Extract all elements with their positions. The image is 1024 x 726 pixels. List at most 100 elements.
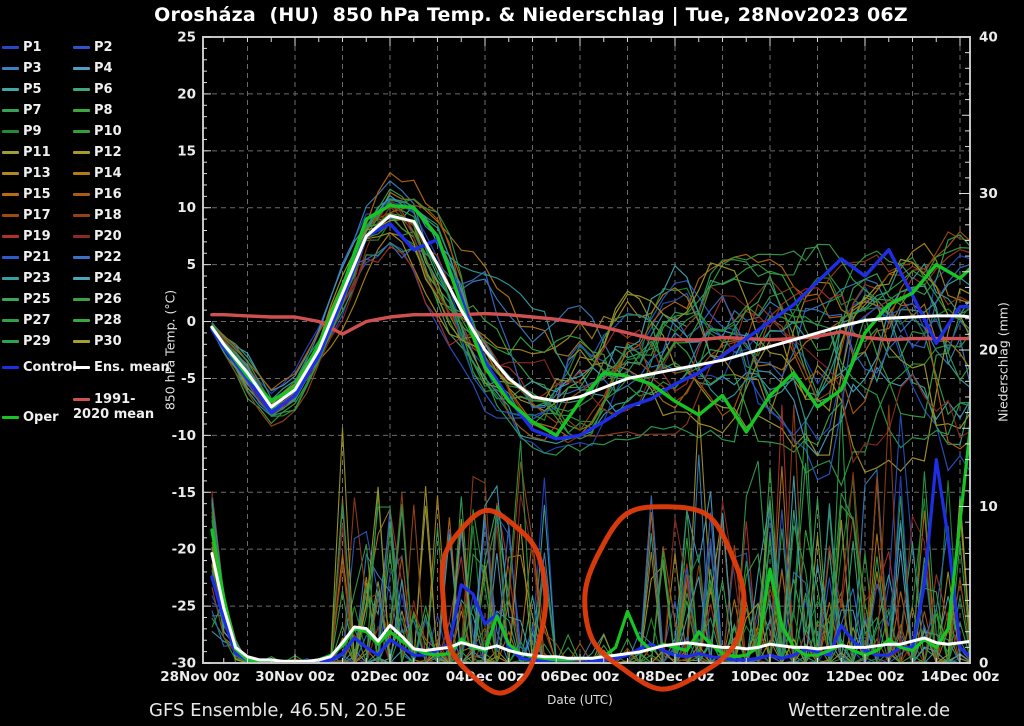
legend-item-p22: P22 — [73, 250, 122, 265]
temp-tick-label: -25 — [172, 599, 196, 615]
legend-item-p11: P11 — [2, 145, 51, 160]
legend-item-p8-swatch — [73, 109, 90, 112]
legend-item-p21: P21 — [2, 250, 51, 265]
legend-item-p5-label: P5 — [23, 82, 42, 97]
legend-item-p24-label: P24 — [94, 271, 122, 286]
date-tick-label: 10Dec 00z — [731, 669, 810, 685]
legend-item-p5: P5 — [2, 82, 42, 97]
precip-tick-label: 10 — [979, 499, 998, 515]
legend-item-p3-label: P3 — [23, 61, 42, 76]
temp-tick-label: 10 — [177, 200, 196, 216]
legend-item-p2: P2 — [73, 40, 113, 55]
legend-item-climate-mean-label: 1991-2020 mean — [73, 392, 155, 422]
legend-item-p27: P27 — [2, 313, 51, 328]
legend-row: P27 P28 — [2, 313, 172, 334]
temp-tick-label: 0 — [187, 314, 196, 330]
legend-item-p20-swatch — [73, 235, 90, 238]
legend-row: P15 P16 — [2, 187, 172, 208]
axis-ticks — [203, 36, 970, 664]
temp-tick-label: -20 — [172, 542, 196, 558]
legend-item-p29-swatch — [2, 340, 19, 343]
legend-item-p2-label: P2 — [94, 40, 113, 55]
legend-item-p10-label: P10 — [94, 124, 122, 139]
legend-item-p19: P19 — [2, 229, 51, 244]
legend-item-p11-label: P11 — [23, 145, 51, 160]
legend-item-p30-swatch — [73, 340, 90, 343]
temp-tick-label: -30 — [172, 656, 196, 672]
legend-item-p6: P6 — [73, 82, 113, 97]
legend-item-p3-swatch — [2, 67, 19, 70]
date-tick-label: 28Nov 00z — [160, 669, 240, 685]
legend-item-p4-label: P4 — [94, 61, 113, 76]
precip-tick-label: 40 — [979, 30, 998, 46]
legend-row: P21 P22 — [2, 250, 172, 271]
chart-title: Orosháza (HU) 850 hPa Temp. & Niederschl… — [154, 4, 908, 26]
legend-item-p15: P15 — [2, 187, 51, 202]
legend-row: P11 P12 — [2, 145, 172, 166]
legend-item-control-swatch — [2, 366, 19, 369]
date-tick-label: 06Dec 00z — [541, 669, 620, 685]
temp-tick-label: 5 — [187, 257, 196, 273]
legend-item-p12-swatch — [73, 151, 90, 154]
legend-row: P17 P18 — [2, 208, 172, 229]
legend-item-p2-swatch — [73, 46, 90, 49]
legend-item-climate-mean: 1991-2020 mean — [73, 392, 169, 422]
legend-item-p17-label: P17 — [23, 208, 51, 223]
legend-item-p28-label: P28 — [94, 313, 122, 328]
legend-item-p24-swatch — [73, 277, 90, 280]
legend-row: Oper — [2, 410, 172, 431]
legend-row: P19 P20 — [2, 229, 172, 250]
legend-item-p17: P17 — [2, 208, 51, 223]
control-temp-line — [210, 221, 970, 441]
legend-item-oper-label: Oper — [23, 410, 59, 425]
x-axis-label: Date (UTC) — [547, 693, 613, 707]
date-tick-label: 04Dec 00z — [446, 669, 525, 685]
legend-item-p19-label: P19 — [23, 229, 51, 244]
ens-mean-temp-line — [210, 214, 970, 409]
legend-item-p16-label: P16 — [94, 187, 122, 202]
legend-item-oper: Oper — [2, 410, 59, 425]
legend-item-p4: P4 — [73, 61, 113, 76]
date-tick-label: 02Dec 00z — [351, 669, 430, 685]
legend-row: P29 P30 — [2, 334, 172, 355]
legend-item-p6-label: P6 — [94, 82, 113, 97]
legend-item-p7: P7 — [2, 103, 42, 118]
temp-tick-label: 20 — [177, 86, 196, 102]
temp-tick-label: 25 — [177, 30, 196, 46]
legend-item-p7-swatch — [2, 109, 19, 112]
legend-item-p16-swatch — [73, 193, 90, 196]
footer-site-name: Wetterzentrale.de — [788, 700, 951, 721]
temp-tick-label: -5 — [181, 371, 196, 387]
legend-item-p1-swatch — [2, 46, 19, 49]
legend-item-oper-swatch — [2, 416, 19, 419]
annotation-circle-1 — [439, 507, 549, 696]
temp-tick-label: -10 — [172, 428, 196, 444]
legend-item-p10-swatch — [73, 130, 90, 133]
legend-item-ens-mean: Ens. mean — [73, 360, 170, 375]
legend-item-p27-swatch — [2, 319, 19, 322]
legend-item-p30: P30 — [73, 334, 122, 349]
legend-item-p12-label: P12 — [94, 145, 122, 160]
legend-item-p22-swatch — [73, 256, 90, 259]
legend-item-p25: P25 — [2, 292, 51, 307]
legend-item-p13: P13 — [2, 166, 51, 181]
precip-tick-label: 30 — [979, 186, 998, 202]
legend-item-p13-label: P13 — [23, 166, 51, 181]
legend-item-p13-swatch — [2, 172, 19, 175]
temp-tick-label: -15 — [172, 485, 196, 501]
legend-item-p19-swatch — [2, 235, 19, 238]
legend-row: P3 P4 — [2, 61, 172, 82]
legend-item-p23-swatch — [2, 277, 19, 280]
legend-item-p1: P1 — [2, 40, 42, 55]
legend-item-p10: P10 — [73, 124, 122, 139]
annotation-circle-2 — [582, 504, 747, 692]
footer-model-info: GFS Ensemble, 46.5N, 20.5E — [149, 700, 407, 721]
legend-item-p14: P14 — [73, 166, 122, 181]
date-tick-label: 12Dec 00z — [826, 669, 905, 685]
ens-mean-precip-line — [210, 552, 970, 663]
legend-item-p29: P29 — [2, 334, 51, 349]
legend-row: P7 P8 — [2, 103, 172, 124]
legend-item-p28: P28 — [73, 313, 122, 328]
legend-item-p18: P18 — [73, 208, 122, 223]
